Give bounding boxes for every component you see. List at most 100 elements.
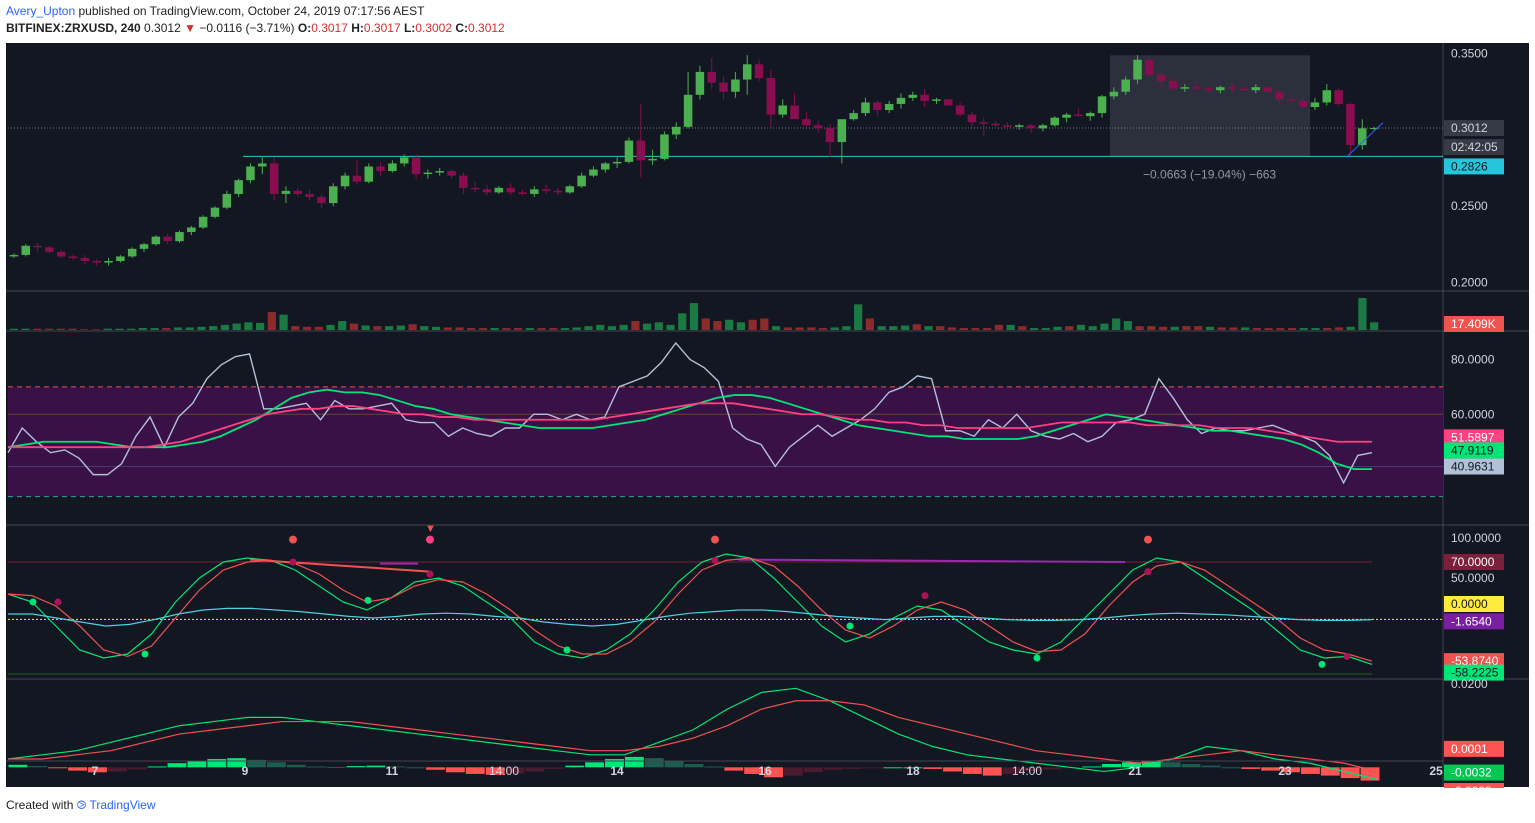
- volume-bar: [689, 303, 699, 330]
- publish-info: Avery_Upton published on TradingView.com…: [6, 4, 425, 18]
- osc-70-label: 70.0000: [1451, 555, 1495, 569]
- macd-histogram-bar: [764, 767, 783, 778]
- macd-histogram-bar: [704, 766, 724, 768]
- candle-body: [873, 102, 882, 111]
- volume-bar: [748, 319, 757, 330]
- candle-body: [56, 251, 66, 257]
- candle-body: [1026, 125, 1036, 129]
- volume-bar: [1029, 328, 1039, 330]
- line-level-label-bg: [1444, 158, 1504, 175]
- volume-bar: [584, 326, 593, 330]
- candle-body: [1358, 128, 1367, 146]
- macd-histogram-bar: [962, 767, 982, 774]
- rsi-ma2-label: 51.5897: [1451, 430, 1495, 444]
- osc-series-fast: [7, 553, 1373, 665]
- candle-body: [1145, 59, 1154, 75]
- macd-histogram-bar: [48, 767, 68, 769]
- volume-bar: [994, 324, 1003, 330]
- candle-body: [813, 125, 823, 129]
- volume-bar: [1241, 327, 1250, 330]
- published-text: published on TradingView.com, October 24…: [78, 4, 425, 18]
- osc-fast-label-bg: [1444, 664, 1504, 681]
- candle-body: [1085, 113, 1095, 117]
- macd-histogram-bar: [485, 767, 505, 775]
- candle-body: [754, 64, 764, 79]
- candle-body: [1121, 79, 1130, 92]
- macd-line-value-label: -0.0032: [1451, 766, 1492, 780]
- macd-histogram-bar: [1201, 765, 1221, 768]
- osc-tick-label: 50.0000: [1451, 571, 1495, 585]
- candle-body: [340, 175, 350, 187]
- osc-signal-dot: [711, 535, 719, 544]
- volume-bar: [572, 327, 581, 330]
- candle-body: [234, 180, 243, 194]
- author-link[interactable]: Avery_Upton: [6, 4, 76, 18]
- candle-body: [21, 245, 30, 255]
- macd-histogram-bar: [624, 756, 644, 768]
- candle-body: [459, 175, 468, 188]
- tradingview-brand[interactable]: TradingView: [89, 798, 156, 812]
- macd-histogram-bar: [505, 767, 525, 774]
- volume-bar: [1358, 298, 1367, 330]
- chart-canvas[interactable]: −0.0663 (−19.04%) −663 0.3500 0.2500 0.2000…: [0, 38, 1535, 788]
- macd-histogram-bar: [843, 767, 863, 769]
- candle-body: [1369, 128, 1379, 130]
- candle-body: [352, 175, 362, 182]
- candle-body: [33, 245, 42, 248]
- candle-body: [601, 163, 610, 170]
- macd-histogram-bar: [664, 761, 684, 768]
- volume-bar: [326, 324, 335, 330]
- volume-bar: [1170, 326, 1179, 330]
- macd-histogram-bar: [903, 767, 923, 769]
- osc-signal-label: -1.6540: [1451, 614, 1492, 628]
- candle-body: [1133, 59, 1142, 80]
- trend-line: [1345, 122, 1384, 158]
- macd-histogram-bar: [605, 758, 624, 768]
- candle-body: [1097, 96, 1107, 114]
- osc-cross-dot: [364, 596, 372, 604]
- candle-body: [222, 193, 232, 208]
- volume-bar: [701, 318, 710, 330]
- candle-body: [1251, 87, 1261, 91]
- volume-bar: [244, 322, 253, 330]
- macd-histogram-bar: [823, 767, 843, 770]
- volume-bar: [385, 326, 394, 330]
- x-axis-label: 23: [1278, 764, 1292, 778]
- volume-bar: [513, 328, 523, 330]
- low-value: 0.3002: [415, 21, 452, 35]
- osc-cross-dot: [1343, 652, 1351, 660]
- x-axis-label: 7: [92, 764, 99, 778]
- volume-bar: [854, 304, 863, 330]
- candle-body: [210, 207, 220, 217]
- volume-bar: [713, 321, 722, 330]
- volume-bar: [314, 326, 323, 330]
- candle-body: [695, 71, 705, 95]
- volume-bar: [807, 327, 816, 330]
- candle-body: [92, 261, 101, 263]
- close-label: C:: [455, 21, 469, 35]
- volume-bar: [865, 318, 875, 330]
- volume-bar: [642, 323, 652, 330]
- candle-body: [388, 163, 397, 172]
- volume-bar: [44, 328, 54, 330]
- macd-histogram-bar: [147, 766, 167, 768]
- volume-bar: [1229, 327, 1238, 330]
- macd-signal-value-label: 0.0001: [1451, 742, 1488, 756]
- created-with-text: Created with: [6, 798, 74, 812]
- volume-bar: [549, 328, 558, 330]
- volume-bar: [936, 326, 945, 330]
- candle-body: [672, 126, 681, 135]
- volume-bar: [396, 325, 405, 330]
- osc-cross-dot: [426, 570, 434, 578]
- high-value: 0.3017: [363, 21, 401, 35]
- candle-body: [399, 157, 409, 164]
- candle-body: [530, 189, 539, 194]
- measure-box: [1110, 55, 1310, 157]
- candle-body: [470, 187, 480, 190]
- macd-histogram-bar: [1022, 767, 1042, 772]
- macd-histogram-bar: [426, 767, 445, 770]
- candle-body: [305, 193, 314, 197]
- volume-bar: [842, 326, 851, 330]
- osc-trend-line: [249, 558, 431, 573]
- macd-histogram-bar: [1320, 767, 1340, 776]
